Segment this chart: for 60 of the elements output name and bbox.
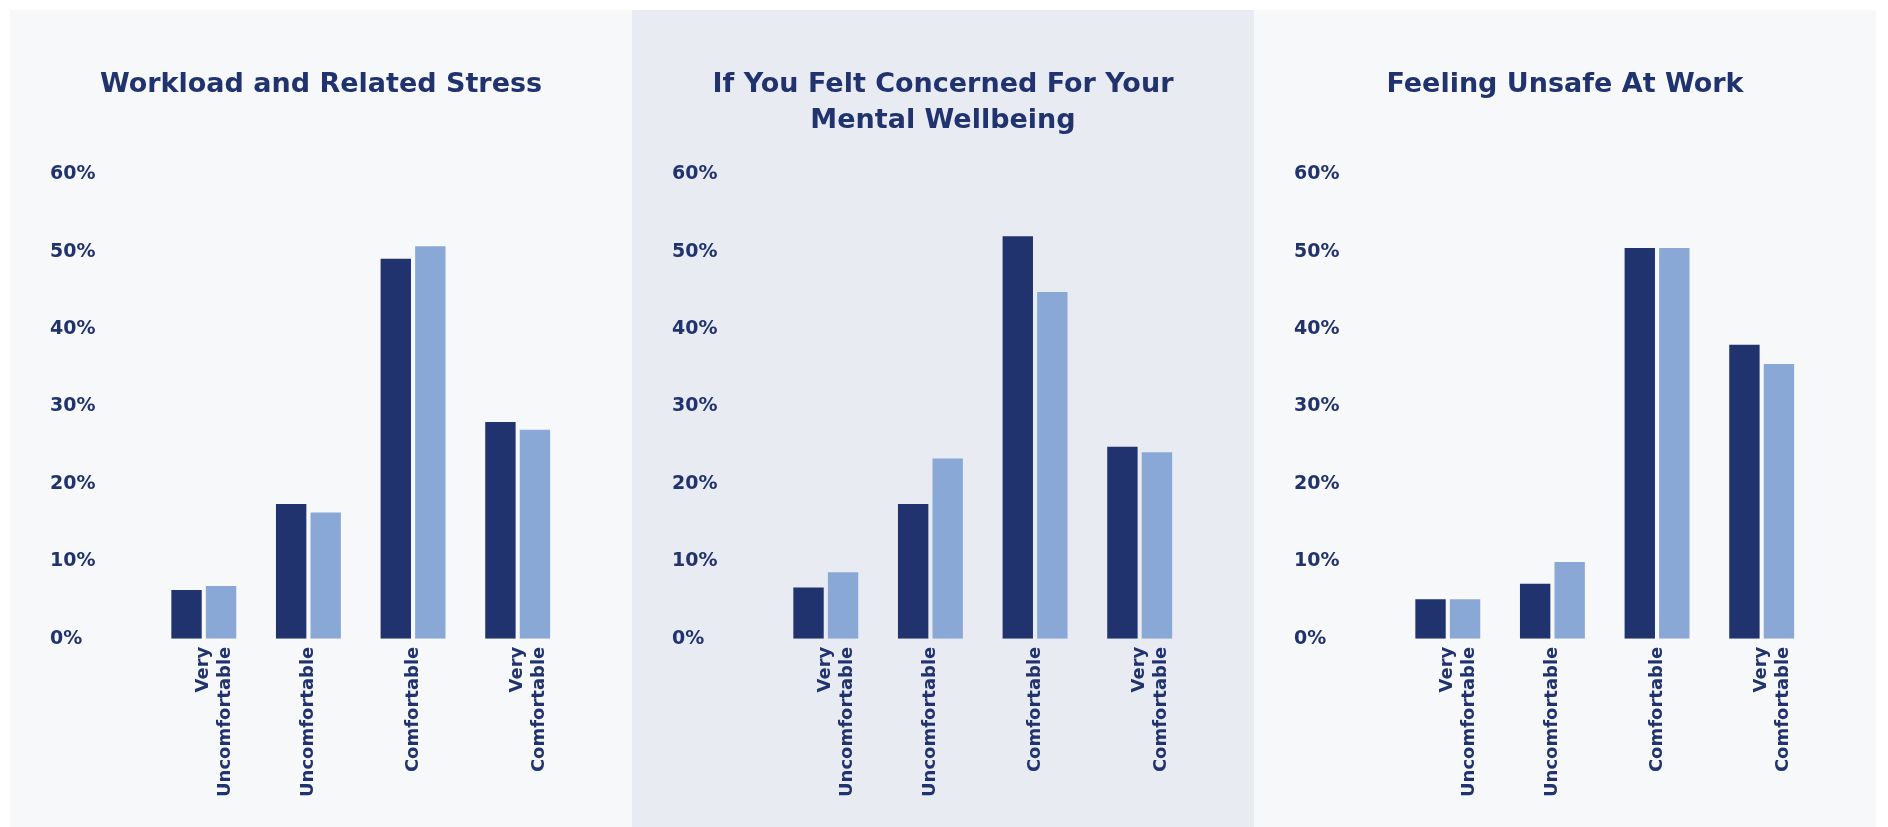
bar xyxy=(1554,562,1585,639)
x-tick-label: Very Uncomfortable xyxy=(1435,646,1479,797)
x-tick-label: Very Uncomfortable xyxy=(191,646,235,797)
bar xyxy=(1519,583,1551,639)
bar xyxy=(827,572,859,639)
bar xyxy=(932,458,963,639)
x-tick-label: Uncomfortable xyxy=(918,646,940,797)
chart-title: If You Felt Concerned For Your Mental Wellbeing xyxy=(711,66,1175,135)
y-tick-label: 40% xyxy=(672,316,718,339)
y-tick-label: 0% xyxy=(1294,625,1327,648)
y-tick-label: 0% xyxy=(672,625,705,648)
y-tick-label: 10% xyxy=(50,548,96,571)
bar xyxy=(380,258,411,639)
x-tick-label: Comfortable xyxy=(1644,646,1666,773)
bar xyxy=(1141,452,1173,639)
bar xyxy=(793,587,824,639)
bar xyxy=(1037,292,1068,639)
bar xyxy=(1763,363,1795,639)
bar xyxy=(1107,446,1138,639)
y-tick-label: 20% xyxy=(1294,470,1340,493)
y-tick-label: 0% xyxy=(50,625,83,648)
bar xyxy=(1415,599,1446,639)
chart-title: Feeling Unsafe At Work xyxy=(1385,66,1745,100)
bar xyxy=(1449,599,1481,639)
bar xyxy=(1729,344,1760,639)
y-tick-label: 50% xyxy=(1294,238,1340,261)
bar xyxy=(897,504,929,639)
y-tick-label: 10% xyxy=(1294,548,1340,571)
bar xyxy=(171,589,202,639)
bar xyxy=(1624,247,1655,639)
chart-title: Workload and Related Stress xyxy=(98,66,544,100)
x-tick-label: Comfortable xyxy=(1022,646,1044,773)
x-tick-label: Comfortable xyxy=(400,646,422,773)
bar xyxy=(1002,236,1033,639)
y-tick-label: 30% xyxy=(1294,393,1340,416)
x-tick-label: Very Comfortable xyxy=(1749,646,1792,773)
y-tick-label: 60% xyxy=(50,161,96,184)
y-tick-label: 30% xyxy=(672,393,718,416)
y-tick-label: 60% xyxy=(1294,161,1340,184)
y-tick-label: 40% xyxy=(1294,316,1340,339)
x-tick-label: Very Comfortable xyxy=(1127,646,1170,773)
y-tick-label: 10% xyxy=(672,548,718,571)
y-tick-label: 60% xyxy=(672,161,718,184)
bar xyxy=(1659,247,1690,639)
y-tick-label: 50% xyxy=(50,238,96,261)
x-tick-label: Uncomfortable xyxy=(1540,646,1562,797)
bar xyxy=(275,504,307,639)
bar xyxy=(519,429,551,639)
bar xyxy=(205,586,237,639)
x-tick-label: Very Comfortable xyxy=(505,646,548,773)
y-tick-label: 20% xyxy=(50,470,96,493)
y-tick-label: 40% xyxy=(50,316,96,339)
x-tick-label: Uncomfortable xyxy=(296,646,318,797)
y-tick-label: 20% xyxy=(672,470,718,493)
bar xyxy=(485,422,516,639)
y-tick-label: 50% xyxy=(672,238,718,261)
x-tick-label: Very Uncomfortable xyxy=(813,646,857,797)
y-tick-label: 30% xyxy=(50,393,96,416)
bar xyxy=(310,512,341,639)
bar xyxy=(415,246,446,639)
